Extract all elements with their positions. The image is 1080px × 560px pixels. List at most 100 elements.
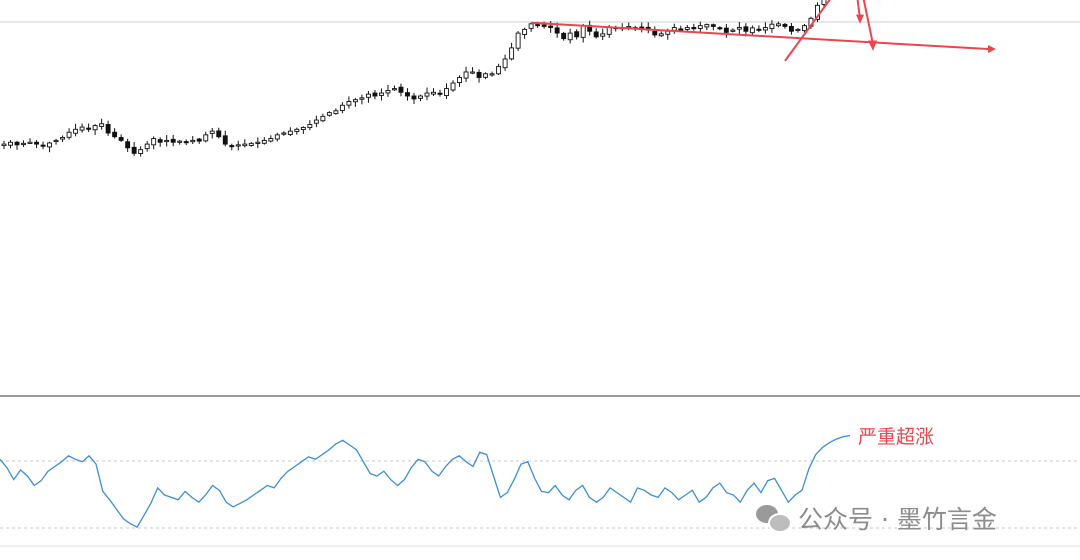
pullback-arrow-2 bbox=[862, 0, 874, 45]
candle bbox=[34, 140, 39, 149]
candle bbox=[216, 127, 222, 139]
candle-body bbox=[652, 30, 658, 36]
candle-body bbox=[99, 123, 105, 127]
candle-body bbox=[248, 142, 254, 146]
candle bbox=[235, 140, 241, 151]
candle-body bbox=[339, 104, 345, 111]
candle bbox=[567, 28, 573, 44]
candle bbox=[229, 143, 235, 151]
candle-body bbox=[515, 32, 521, 49]
resistance-arrowhead bbox=[988, 45, 996, 54]
candle bbox=[788, 22, 794, 35]
candle bbox=[717, 26, 723, 31]
candle bbox=[157, 137, 163, 147]
candle-body bbox=[691, 27, 697, 30]
candle-body bbox=[196, 138, 202, 142]
candle-body bbox=[209, 130, 215, 134]
candle bbox=[196, 137, 202, 144]
candle bbox=[242, 139, 248, 148]
resistance-trendline bbox=[531, 21, 989, 51]
candle bbox=[463, 66, 469, 82]
candle-body bbox=[118, 137, 124, 141]
candle bbox=[287, 127, 293, 136]
candle-body bbox=[431, 91, 436, 95]
candle-body bbox=[235, 144, 241, 147]
candle bbox=[79, 123, 85, 133]
candle bbox=[424, 87, 430, 101]
candle bbox=[66, 128, 72, 140]
candle-body bbox=[1, 143, 7, 147]
candle bbox=[678, 25, 684, 32]
candle-body bbox=[177, 140, 183, 143]
candle bbox=[261, 137, 267, 145]
candle bbox=[105, 120, 111, 136]
oscillator-panel bbox=[0, 434, 1080, 547]
candle bbox=[378, 88, 384, 101]
candle bbox=[385, 84, 391, 97]
overbought-annotation: 严重超涨 bbox=[858, 426, 935, 448]
candle bbox=[639, 22, 645, 33]
candle bbox=[483, 72, 489, 80]
candle-body bbox=[27, 141, 33, 144]
candle-body bbox=[222, 135, 228, 145]
candle-body bbox=[600, 33, 606, 37]
candle bbox=[326, 111, 332, 117]
candle-body bbox=[352, 99, 358, 103]
candle bbox=[437, 89, 443, 97]
candle-body bbox=[190, 139, 196, 143]
candle-body bbox=[378, 92, 384, 96]
candle bbox=[307, 120, 313, 131]
candle-body bbox=[697, 25, 703, 29]
candle-body bbox=[658, 33, 664, 37]
candle-body bbox=[606, 27, 612, 35]
oscillator-line bbox=[0, 434, 851, 528]
candle-body bbox=[274, 134, 280, 140]
candle bbox=[645, 22, 651, 34]
candle-body bbox=[717, 27, 723, 30]
candle-body bbox=[40, 144, 46, 147]
candle bbox=[691, 23, 697, 31]
candle-body bbox=[749, 27, 755, 34]
candle bbox=[1, 140, 7, 150]
candle bbox=[86, 123, 92, 132]
candle-body bbox=[320, 115, 326, 122]
candle bbox=[313, 115, 319, 128]
candle-body bbox=[294, 128, 300, 132]
watermark-text: 公众号 · 墨竹言金 bbox=[798, 505, 997, 534]
candle bbox=[587, 20, 593, 36]
candle-body bbox=[801, 25, 807, 32]
candle-body bbox=[242, 143, 248, 147]
candle bbox=[652, 26, 658, 38]
candle bbox=[450, 80, 456, 92]
candle-body bbox=[385, 89, 391, 94]
candle bbox=[671, 23, 677, 34]
pullback-arrowhead-1 bbox=[856, 14, 864, 24]
candle-body bbox=[365, 93, 371, 98]
candle bbox=[600, 28, 606, 40]
candle-body bbox=[79, 126, 85, 131]
candle-body bbox=[580, 25, 586, 38]
candle bbox=[528, 22, 534, 32]
candle bbox=[8, 140, 13, 149]
candle bbox=[782, 23, 788, 29]
candle bbox=[509, 42, 515, 61]
candle-body bbox=[561, 32, 567, 40]
candle bbox=[40, 141, 46, 150]
candle-body bbox=[66, 131, 72, 138]
candle bbox=[222, 130, 228, 147]
candle-body bbox=[483, 73, 489, 78]
candle-body bbox=[307, 124, 313, 129]
candle bbox=[496, 63, 502, 76]
candle-body bbox=[255, 141, 261, 144]
candle-body bbox=[261, 139, 267, 144]
candle-body bbox=[60, 136, 66, 140]
candle-body bbox=[437, 92, 443, 95]
candle bbox=[392, 85, 397, 91]
candle-body bbox=[170, 138, 176, 143]
candle bbox=[248, 141, 254, 147]
candle-body bbox=[665, 30, 671, 35]
candle-body bbox=[769, 23, 775, 30]
candle-body bbox=[489, 73, 495, 76]
candle bbox=[131, 142, 137, 156]
